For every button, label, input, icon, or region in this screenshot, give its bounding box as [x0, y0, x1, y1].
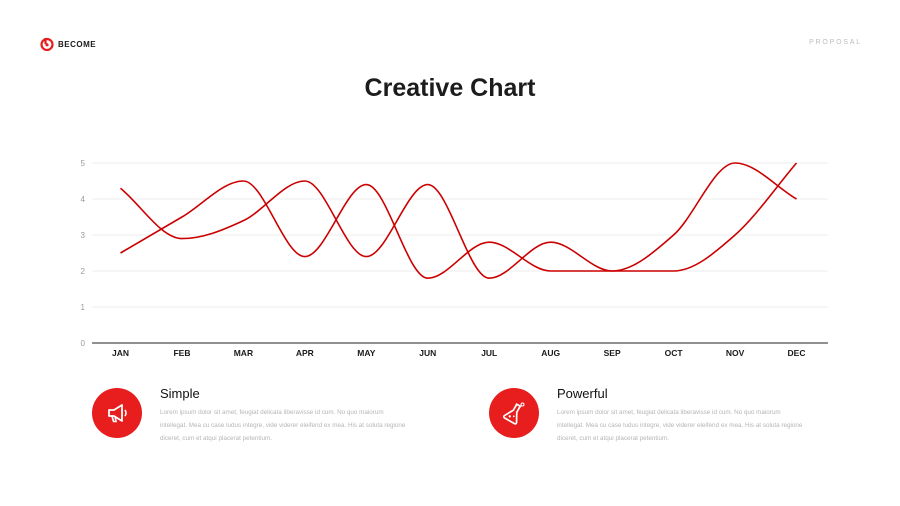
feature-description: Lorem ipsum dolor sit amet, feugiat deli…: [160, 406, 440, 445]
x-tick-label: OCT: [665, 348, 684, 358]
line-chart: 0 1 2 3 4 5 JAN FEB MAR APR MAY JUN JUL AUG SEP OCT NOV D…: [81, 159, 828, 358]
brand-logo-icon: [40, 37, 54, 51]
x-tick-label: MAY: [357, 348, 375, 358]
y-tick-label: 5: [81, 159, 86, 168]
feature-desc-line: diceret, cum et atqui placerat petentium…: [557, 435, 670, 442]
y-tick-label: 3: [81, 231, 86, 240]
series-line-2: [120, 162, 797, 280]
feature-icon-circle-simple: [92, 388, 142, 438]
feature-powerful: Powerful Lorem ipsum dolor sit amet, feu…: [557, 386, 837, 445]
x-tick-label: NOV: [726, 348, 745, 358]
feature-title: Powerful: [557, 386, 608, 401]
x-tick-label: FEB: [173, 348, 190, 358]
feature-desc-line: diceret, cum et atqui placerat petentium…: [160, 435, 273, 442]
feature-desc-line: Lorem ipsum dolor sit amet, feugiat deli…: [160, 409, 384, 416]
y-tick-label: 4: [81, 195, 86, 204]
feature-simple: Simple Lorem ipsum dolor sit amet, feugi…: [160, 386, 440, 445]
feature-title: Simple: [160, 386, 200, 401]
brand-name: BECOME: [58, 39, 97, 49]
x-tick-label: JUN: [419, 348, 436, 358]
x-tick-label: MAR: [234, 348, 253, 358]
series-line-1: [119, 162, 798, 280]
x-tick-label: AUG: [541, 348, 560, 358]
feature-desc-line: intellegat. Mea cu case ludus integre, v…: [160, 422, 406, 429]
flask-icon: [502, 402, 525, 425]
feature-desc-line: Lorem ipsum dolor sit amet, feugiat deli…: [557, 409, 781, 416]
x-tick-label: JUL: [481, 348, 497, 358]
x-tick-label: APR: [296, 348, 314, 358]
feature-description: Lorem ipsum dolor sit amet, feugiat deli…: [557, 406, 837, 445]
feature-desc-line: intellegat. Mea cu case ludus integre, v…: [557, 422, 803, 429]
x-tick-label: JAN: [112, 348, 129, 358]
megaphone-icon: [108, 404, 127, 423]
brand-logo: BECOME: [40, 37, 96, 51]
y-tick-label: 0: [81, 339, 86, 348]
slide-title: Creative Chart: [364, 74, 536, 102]
x-tick-label: DEC: [788, 348, 806, 358]
x-tick-label: SEP: [604, 348, 621, 358]
y-tick-label: 2: [81, 267, 86, 276]
feature-icon-circle-powerful: [489, 388, 539, 438]
proposal-label: PROPOSAL: [809, 39, 862, 46]
y-tick-label: 1: [81, 303, 86, 312]
